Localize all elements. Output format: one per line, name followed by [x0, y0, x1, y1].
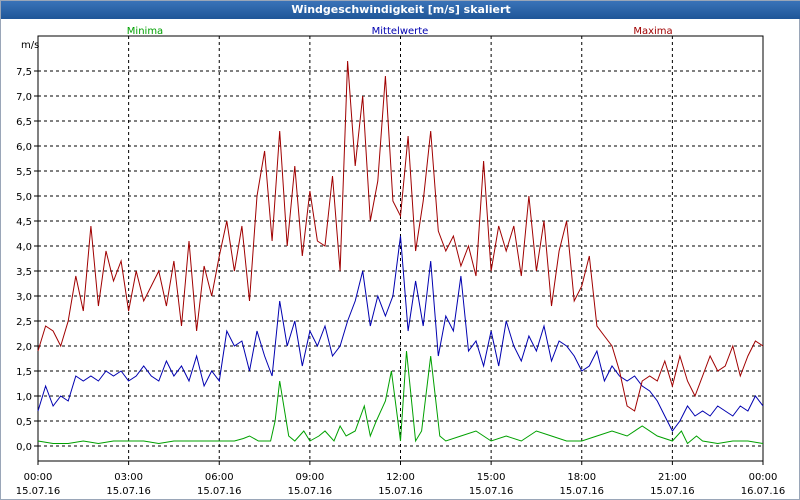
series-line-maxima: [37, 60, 764, 412]
y-axis-unit-label: m/s: [21, 40, 39, 51]
x-tick-date: 16.07.16: [741, 486, 786, 497]
x-tick-date: 15.07.16: [469, 486, 514, 497]
y-tick-label: 2,0: [16, 342, 32, 353]
x-tick-date: 15.07.16: [16, 486, 61, 497]
x-tick-date: 15.07.16: [197, 486, 242, 497]
x-tick-date: 15.07.16: [288, 486, 333, 497]
x-tick-time: 12:00: [386, 472, 415, 483]
y-tick-label: 1,5: [16, 367, 32, 378]
x-tick-date: 15.07.16: [559, 486, 604, 497]
y-tick-label: 3,5: [16, 267, 32, 278]
legend-maxima: Maxima: [633, 26, 672, 37]
x-tick-time: 00:00: [749, 472, 778, 483]
x-tick-date: 15.07.16: [106, 486, 151, 497]
x-tick-time: 15:00: [477, 472, 506, 483]
y-tick-label: 3,0: [16, 292, 32, 303]
y-tick-label: 7,0: [16, 92, 32, 103]
series-line-minima: [37, 350, 764, 445]
y-tick-label: 5,0: [16, 192, 32, 203]
series-line-mittelwerte: [37, 235, 764, 432]
y-tick-label: 4,5: [16, 217, 32, 228]
y-tick-label: 5,5: [16, 167, 32, 178]
y-tick-label: 2,5: [16, 317, 32, 328]
x-tick-time: 09:00: [295, 472, 324, 483]
x-tick-date: 15.07.16: [378, 486, 423, 497]
y-tick-label: 6,5: [16, 117, 32, 128]
y-tick-label: 0,0: [16, 442, 32, 453]
x-tick-time: 00:00: [24, 472, 53, 483]
y-tick-label: 6,0: [16, 142, 32, 153]
y-tick-label: 4,0: [16, 242, 32, 253]
x-tick-time: 18:00: [567, 472, 596, 483]
y-tick-label: 7,5: [16, 67, 32, 78]
x-tick-time: 03:00: [114, 472, 143, 483]
y-tick-label: 1,0: [16, 392, 32, 403]
x-tick-time: 21:00: [658, 472, 687, 483]
y-tick-label: 0,5: [16, 417, 32, 428]
x-tick-time: 06:00: [205, 472, 234, 483]
legend-mittelwerte: Mittelwerte: [372, 26, 429, 37]
window-title: Windgeschwindigkeit [m/s] skaliert: [1, 1, 800, 19]
legend-minima: Minima: [127, 26, 163, 37]
x-tick-date: 15.07.16: [650, 486, 695, 497]
